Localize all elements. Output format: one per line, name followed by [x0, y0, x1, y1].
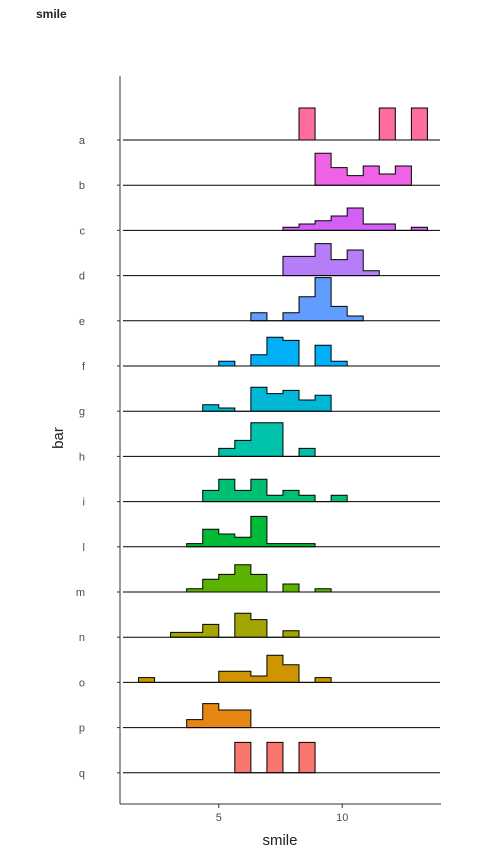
ridge-o-area: [138, 654, 332, 683]
y-tick-label-i: i: [83, 497, 85, 509]
ridge-e-area: [250, 277, 364, 322]
ridge-f-area: [218, 336, 348, 367]
y-tick-label-q: q: [79, 768, 85, 780]
y-axis-ticks: a b c d e f g h i l m n o p q: [76, 135, 120, 780]
ridge-h-area: [218, 422, 316, 457]
ridge-a: [123, 107, 440, 141]
chart-title: smile: [36, 7, 67, 21]
y-tick-label-h: h: [79, 451, 85, 463]
ridge-q-area: [234, 741, 316, 774]
y-tick-label-n: n: [79, 632, 85, 644]
ridge-n-area: [170, 612, 300, 638]
ridge-o: [123, 654, 440, 683]
y-tick-label-m: m: [76, 587, 85, 599]
ridge-q: [123, 741, 440, 774]
ridge-g-area: [202, 386, 332, 412]
ridge-h: [123, 422, 440, 457]
x-tick-label-10: 10: [336, 812, 348, 824]
x-tick-label-5: 5: [216, 812, 222, 824]
ridge-b-area: [314, 152, 412, 186]
ridge-i-area: [202, 478, 348, 503]
y-tick-label-e: e: [79, 316, 85, 328]
ridge-m: [123, 564, 440, 593]
x-axis-ticks: 5 10: [216, 804, 348, 824]
ridge-f: [123, 336, 440, 367]
ridge-c: [123, 207, 440, 231]
ridge-i: [123, 478, 440, 503]
y-tick-label-b: b: [79, 180, 85, 192]
ridge-l: [123, 515, 440, 548]
y-tick-label-o: o: [79, 677, 85, 689]
ridge-d-area: [282, 243, 380, 277]
y-axis-title: bar: [50, 427, 67, 449]
ridge-b: [123, 152, 440, 186]
y-tick-label-p: p: [79, 723, 85, 735]
ridge-d: [123, 243, 440, 277]
ridge-e: [123, 277, 440, 322]
y-tick-label-d: d: [79, 271, 85, 283]
ridge-a-area: [298, 107, 428, 141]
ridge-m-area: [186, 564, 332, 593]
ridge-l-area: [186, 515, 316, 548]
ridges-group: [123, 107, 440, 774]
ridge-c-area: [282, 207, 428, 231]
ridge-p: [123, 703, 440, 729]
x-axis-title: smile: [262, 832, 297, 849]
y-tick-label-a: a: [79, 135, 86, 147]
y-tick-label-g: g: [79, 406, 85, 418]
ridge-g: [123, 386, 440, 412]
y-tick-label-f: f: [82, 361, 86, 373]
y-tick-label-l: l: [83, 542, 85, 554]
ridge-n: [123, 612, 440, 638]
y-tick-label-c: c: [80, 225, 86, 237]
ridge-p-area: [186, 703, 252, 729]
